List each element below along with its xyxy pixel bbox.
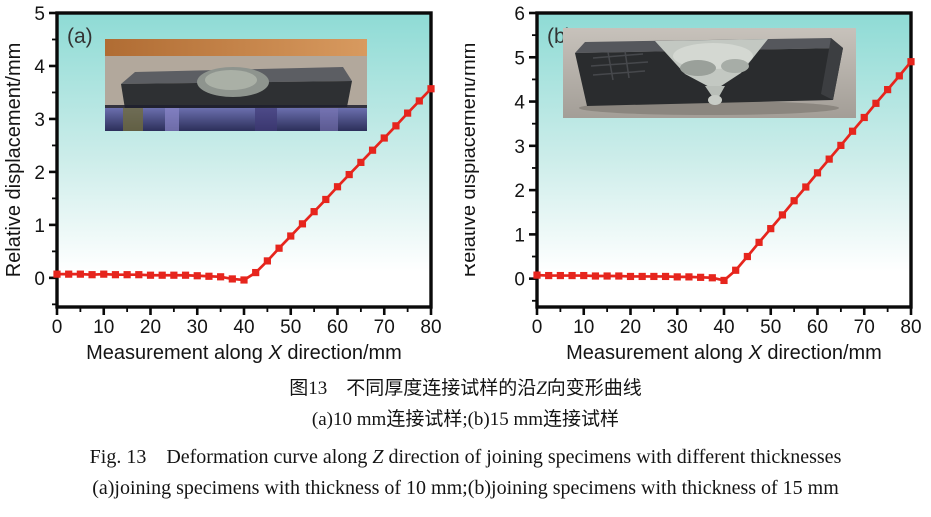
caption-en-subtitle: (a)joining specimens with thickness of 1… xyxy=(92,477,839,499)
svg-text:10: 10 xyxy=(573,317,594,338)
svg-text:Relative displacement/mm: Relative displacement/mm xyxy=(465,43,480,278)
svg-text:60: 60 xyxy=(327,317,348,338)
svg-text:2: 2 xyxy=(34,163,45,184)
photo-a-top-band xyxy=(105,39,367,56)
svg-text:20: 20 xyxy=(620,317,641,338)
svg-text:20: 20 xyxy=(140,317,161,338)
scratch-texture xyxy=(590,50,649,81)
svg-text:0: 0 xyxy=(514,270,525,291)
svg-text:30: 30 xyxy=(187,317,208,338)
svg-text:3: 3 xyxy=(34,110,45,131)
svg-text:Relative displacement/mm: Relative displacement/mm xyxy=(3,43,25,278)
svg-text:50: 50 xyxy=(760,317,781,338)
svg-text:5: 5 xyxy=(34,4,45,25)
svg-text:50: 50 xyxy=(280,317,301,338)
svg-text:1: 1 xyxy=(34,216,45,237)
svg-text:40: 40 xyxy=(233,317,254,338)
caption-en-title: Fig. 13 Deformation curve along Z direct… xyxy=(89,446,842,468)
svg-text:30: 30 xyxy=(667,317,688,338)
specimen-photo-15mm xyxy=(563,28,856,118)
svg-text:60: 60 xyxy=(807,317,828,338)
svg-text:(a): (a) xyxy=(67,25,93,48)
caption-zh-subtitle: (a)10 mm连接试样;(b)15 mm连接试样 xyxy=(311,409,620,430)
svg-text:70: 70 xyxy=(854,317,875,338)
svg-text:Measurement along X direction/: Measurement along X direction/mm xyxy=(86,342,402,364)
svg-text:4: 4 xyxy=(514,93,525,114)
svg-text:2: 2 xyxy=(514,181,525,202)
svg-text:40: 40 xyxy=(713,317,734,338)
svg-text:1: 1 xyxy=(514,225,525,246)
svg-text:0: 0 xyxy=(52,317,63,338)
svg-text:80: 80 xyxy=(420,317,441,338)
svg-text:4: 4 xyxy=(34,57,45,78)
svg-text:3: 3 xyxy=(514,137,525,158)
svg-text:10: 10 xyxy=(93,317,114,338)
specimen-photo-10mm xyxy=(105,39,367,131)
svg-text:5: 5 xyxy=(514,48,525,69)
svg-text:70: 70 xyxy=(374,317,395,338)
svg-text:80: 80 xyxy=(900,317,921,338)
svg-text:0: 0 xyxy=(34,269,45,290)
svg-text:0: 0 xyxy=(532,317,543,338)
svg-text:Measurement along X direction/: Measurement along X direction/mm xyxy=(566,342,882,364)
svg-text:6: 6 xyxy=(514,4,525,25)
caption-zh-title: 图13 不同厚度连接试样的沿Z向变形曲线 xyxy=(289,378,642,399)
